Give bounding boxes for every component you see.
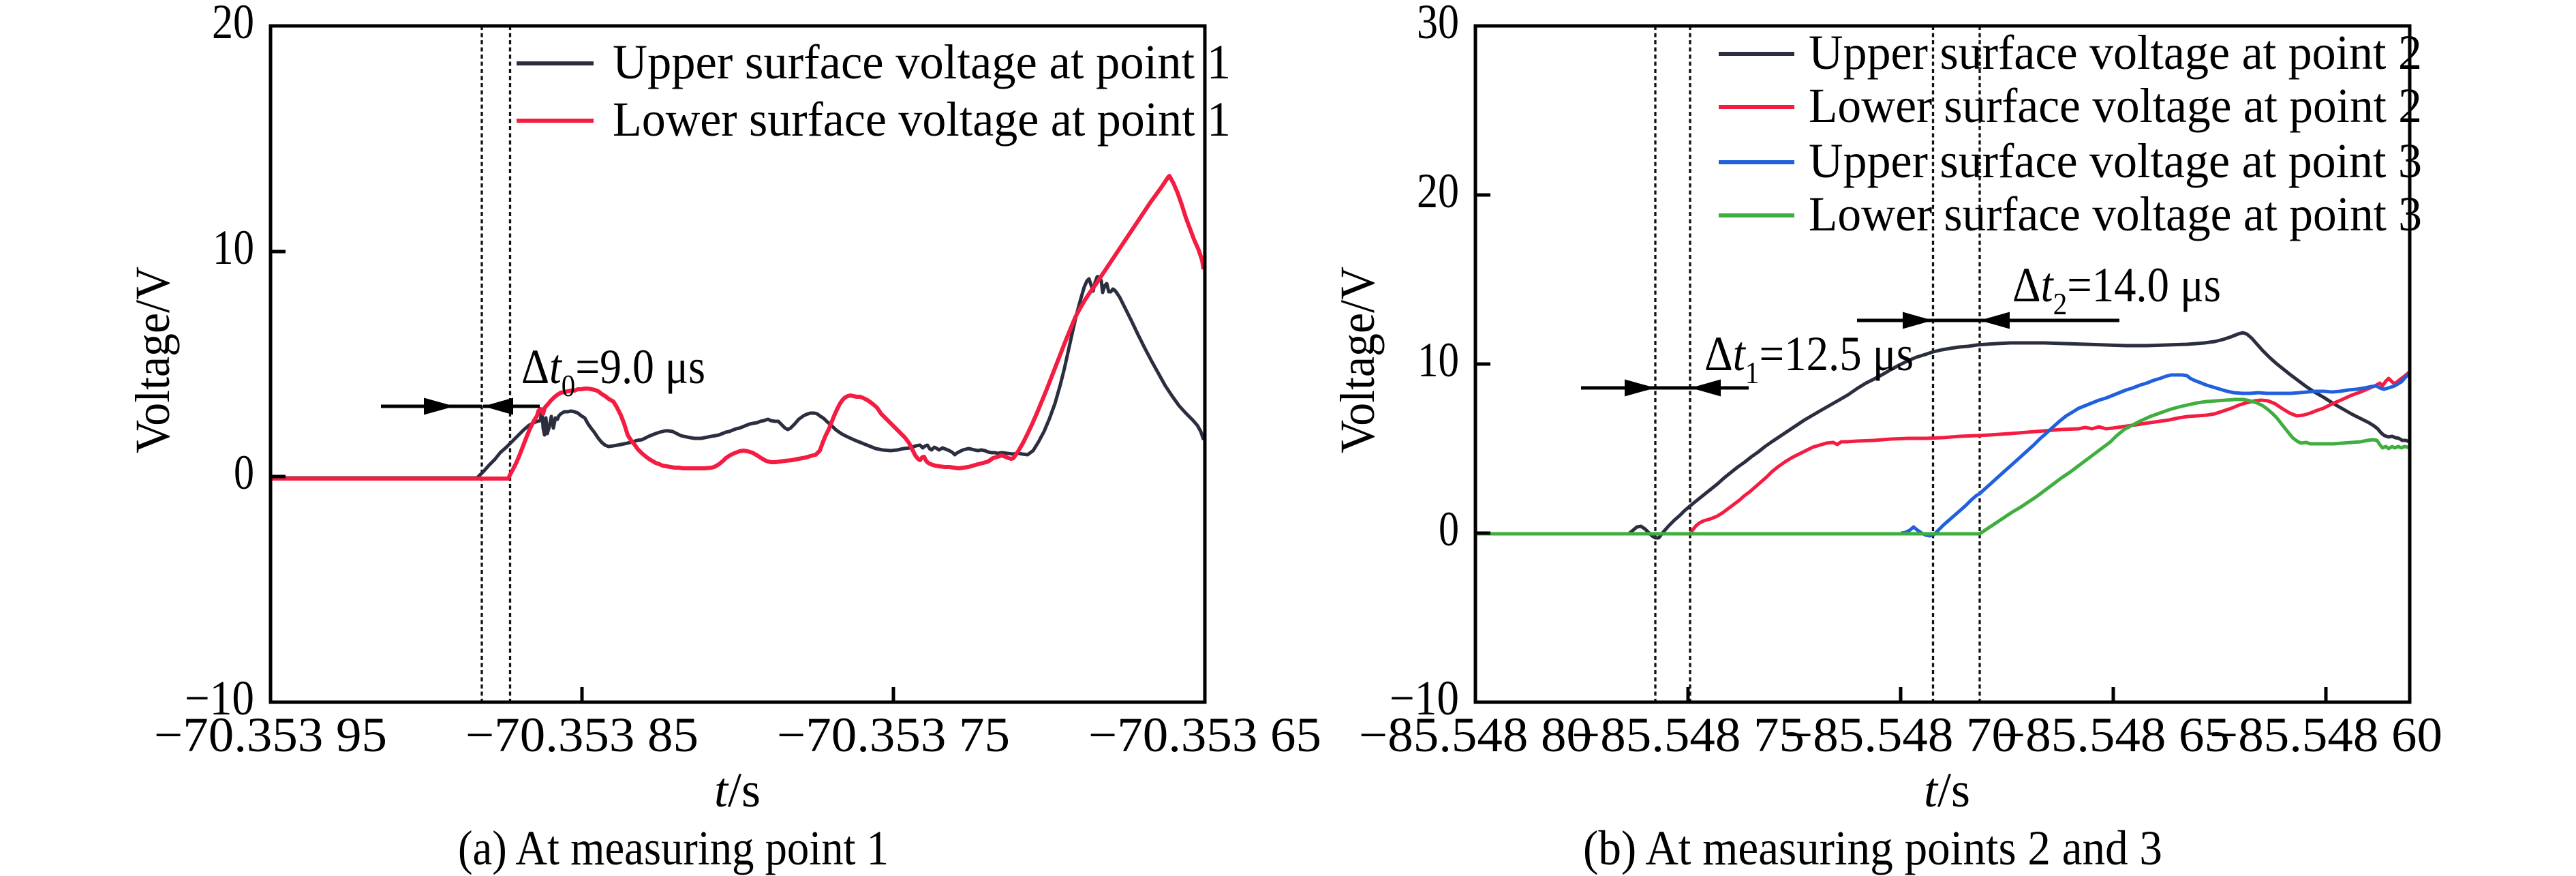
svg-text:(b) At measuring points 2 and: (b) At measuring points 2 and 3 <box>1583 821 2162 875</box>
svg-text:−85.548 75: −85.548 75 <box>1571 708 1805 762</box>
svg-text:30: 30 <box>1417 0 1459 49</box>
svg-text:Lower surface voltage at point: Lower surface voltage at point 2 <box>1809 78 2422 133</box>
svg-text:Lower surface voltage at point: Lower surface voltage at point 1 <box>613 92 1231 147</box>
svg-text:−85.548 60: −85.548 60 <box>2209 708 2442 762</box>
svg-text:Lower surface voltage at point: Lower surface voltage at point 3 <box>1809 187 2422 241</box>
svg-text:10: 10 <box>1417 333 1459 387</box>
svg-text:−85.548 80: −85.548 80 <box>1359 708 1592 762</box>
svg-text:−10: −10 <box>1390 671 1459 725</box>
svg-text:Upper surface voltage at point: Upper surface voltage at point 2 <box>1809 25 2422 80</box>
svg-text:Δt0=9.0 μs: Δt0=9.0 μs <box>521 339 705 403</box>
svg-text:20: 20 <box>212 0 254 49</box>
svg-text:Upper surface voltage at point: Upper surface voltage at point 3 <box>1809 134 2422 188</box>
svg-text:−70.353 75: −70.353 75 <box>777 708 1010 762</box>
svg-text:(a) At measuring point 1: (a) At measuring point 1 <box>458 821 889 875</box>
svg-text:−70.353 65: −70.353 65 <box>1088 708 1321 762</box>
svg-text:Δt1=12.5 μs: Δt1=12.5 μs <box>1704 327 1914 390</box>
svg-text:Voltage/V: Voltage/V <box>125 267 180 453</box>
svg-text:t/s: t/s <box>1924 763 1970 817</box>
svg-text:−10: −10 <box>185 671 254 725</box>
svg-text:0: 0 <box>1439 502 1459 556</box>
svg-text:−70.353 85: −70.353 85 <box>465 708 699 762</box>
svg-text:0: 0 <box>234 445 254 500</box>
svg-text:10: 10 <box>213 220 254 275</box>
svg-text:−85.548 70: −85.548 70 <box>1784 708 2017 762</box>
svg-text:Upper surface voltage at point: Upper surface voltage at point 1 <box>613 35 1231 89</box>
svg-text:t/s: t/s <box>714 763 761 817</box>
svg-text:Δt2=14.0 μs: Δt2=14.0 μs <box>2012 258 2221 321</box>
svg-text:20: 20 <box>1417 164 1459 218</box>
svg-text:−85.548 65: −85.548 65 <box>1997 708 2230 762</box>
svg-text:Voltage/V: Voltage/V <box>1330 267 1385 453</box>
svg-text:−70.353 95: −70.353 95 <box>154 708 387 762</box>
